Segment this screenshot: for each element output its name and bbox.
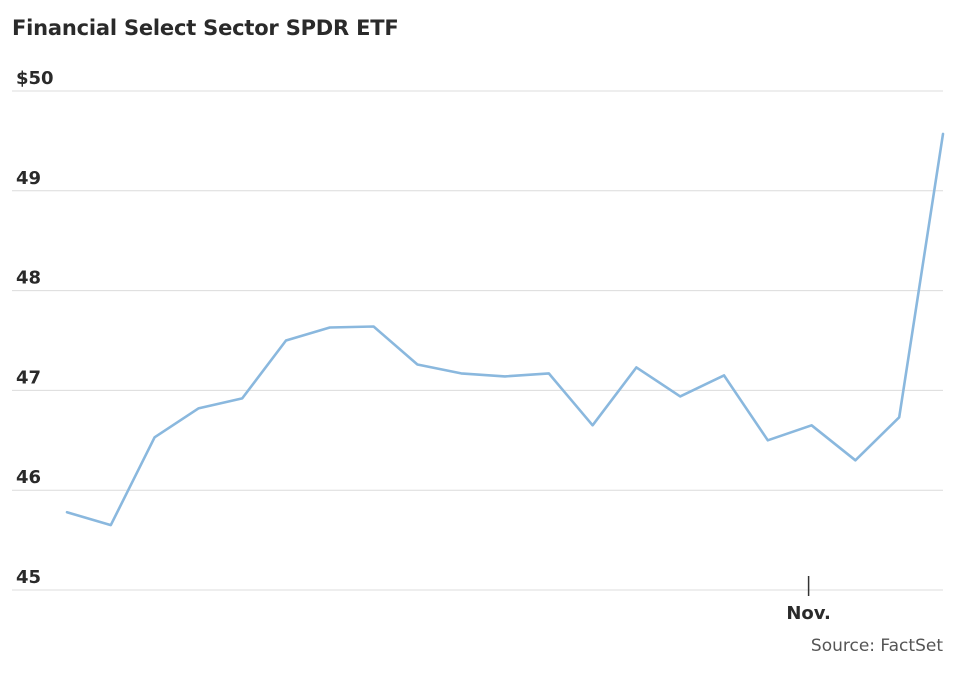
y-tick-label: 46 xyxy=(16,467,41,488)
x-axis-ticks: Nov. xyxy=(786,576,831,624)
y-tick-label: 45 xyxy=(16,567,41,588)
chart-title: Financial Select Sector SPDR ETF xyxy=(12,16,399,40)
gridlines xyxy=(12,90,943,591)
y-tick-label: $50 xyxy=(16,68,54,89)
series-line xyxy=(65,132,945,527)
y-tick-label: 49 xyxy=(16,168,41,189)
series-lines xyxy=(65,132,945,527)
chart-source: Source: FactSet xyxy=(810,636,943,656)
y-tick-label: 48 xyxy=(16,268,41,289)
y-tick-label: 47 xyxy=(16,367,41,388)
y-axis-ticks: 45 46 47 48 49 $50 xyxy=(16,68,54,588)
x-tick-label: Nov. xyxy=(786,603,831,624)
